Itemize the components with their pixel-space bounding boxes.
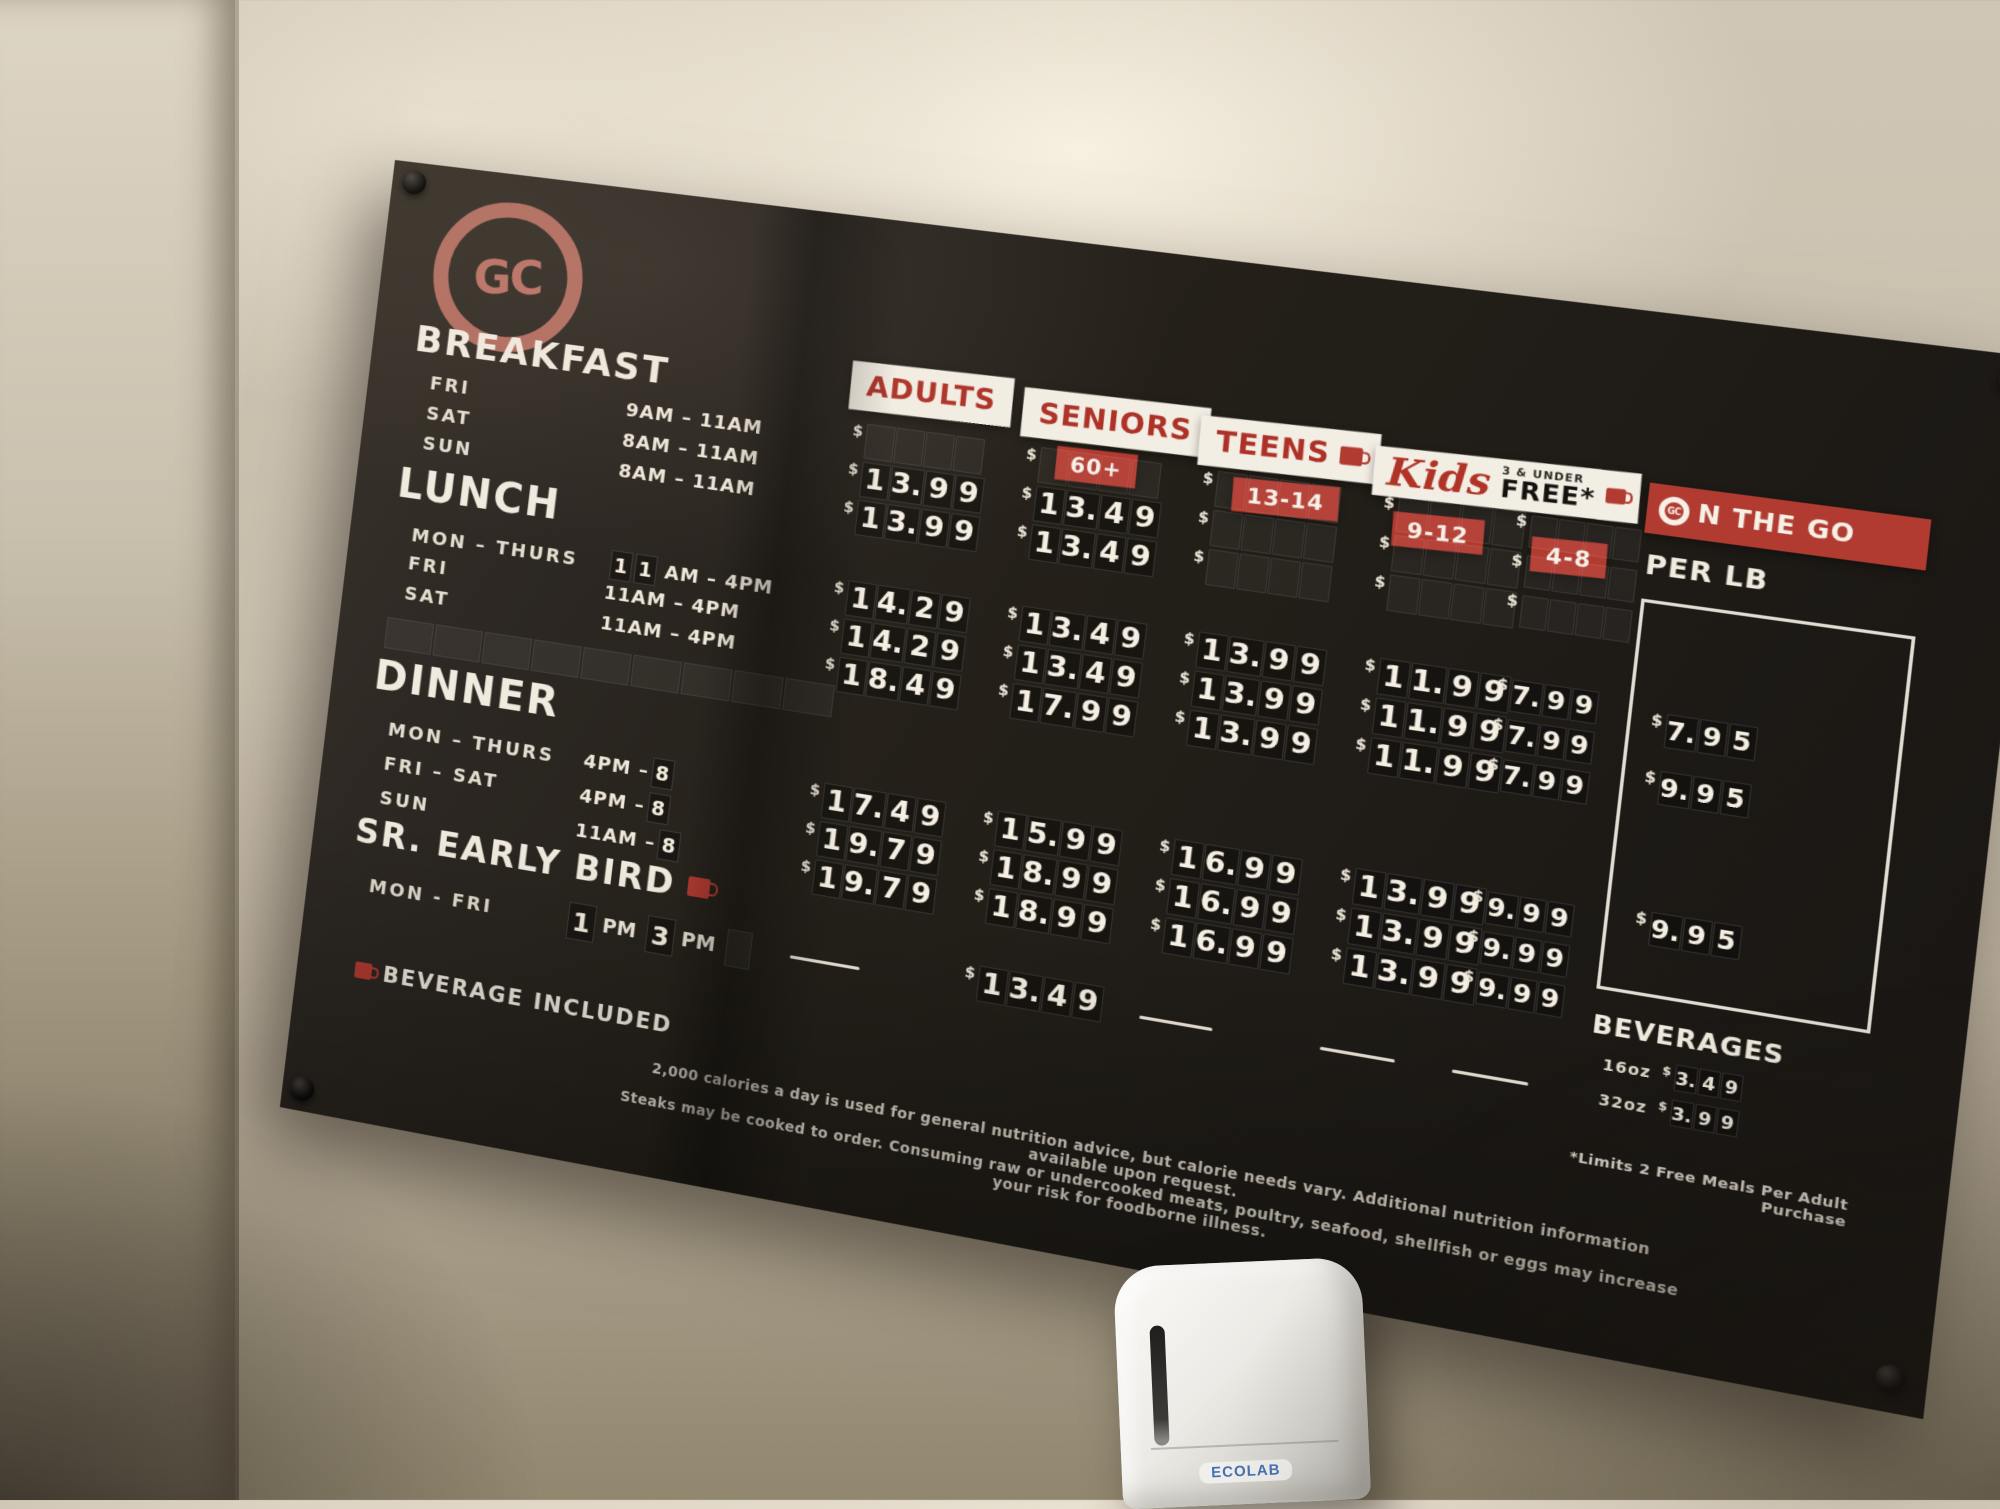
wall-corner [0,0,239,1500]
dinner-prices-adults: $1 7. 4 9 $1 9. 7 9 $1 9. 7 9 [798,778,948,916]
beverage-price: $3. 4 9 [1660,1062,1745,1103]
dispenser-brand-label: ECOLAB [1198,1458,1293,1484]
lunch-title: LUNCH [395,460,564,530]
lunch-prices-seniors: $1 3. 4 9 $1 3. 4 9 $1 7. 9 9 [995,601,1149,738]
dispenser-seam [1150,1439,1339,1451]
digit-tile: 1 [608,549,634,583]
beverage-size: 32oz [1597,1091,1649,1118]
screw-bottom-right [1874,1362,1907,1395]
mug-icon [1339,445,1364,467]
screw-top-left [400,169,428,196]
lunch-prices-adults: $1 4. 2 9 $1 4. 2 9 $1 8. 4 9 [822,576,972,711]
early-bird-price-kids912 [1318,1022,1398,1075]
early-bird-price-seniors: $1 3. 4 9 [961,961,1105,1024]
early-bird-price-adults [788,931,862,981]
digit-tile: 8 [646,792,672,826]
beverage-included-note: BEVERAGE INCLUDED [353,957,674,1038]
digit-tile: 1 [633,553,659,587]
kids-free-note: 3 & UNDER FREE* [1499,464,1597,514]
limit-note: *Limits 2 Free Meals Per Adult Purchase [1568,1148,1849,1232]
column-header-adults: ADULTS [848,360,1015,428]
lunch-prices-kids48: $7. 9 9 $7. 9 9 $7. 9 9 [1484,673,1600,809]
gc-logo-letters: GC [473,249,543,306]
blank-tile [723,928,753,971]
breakfast-prices-kids912: $ $ $ [1371,491,1527,630]
breakfast-prices-seniors: $ $1 3. 4 9 $1 3. 4 9 [1014,443,1168,579]
menu-board: GC BREAKFAST FRI 9AM – 11AM SAT 8AM – 11… [279,160,2000,1420]
beverage-price: $3. 9 9 [1656,1097,1741,1138]
digit-tile: 8 [650,757,676,791]
per-lb-label: PER LB [1643,548,1771,597]
screw-bottom-left [288,1074,316,1104]
ampm-label: PM [679,928,717,957]
dinner-prices-seniors: $1 5. 9 9 $1 8. 9 9 $1 8. 9 9 [971,806,1125,946]
breakfast-prices-kids48: $ $ $ [1503,509,1643,647]
day-label: MON - FRI [367,875,494,918]
dispenser-window [1149,1325,1170,1446]
on-the-go-title: N THE GO [1696,500,1857,550]
ampm-label: PM [600,914,638,943]
beverage-size: 16oz [1601,1056,1653,1083]
digit-tile: 3 [644,915,677,957]
per-lb-box [1596,598,1916,1034]
mug-icon [353,961,373,980]
breakfast-prices-teens: $ $ $ [1190,467,1343,604]
mug-icon [1605,487,1627,506]
time-prefix: 4PM – [578,785,647,818]
digit-tile: 1 [565,901,598,943]
gc-ring-icon: GC [1657,494,1692,528]
dinner-prices-teens: $1 6. 9 9 $1 6. 9 9 $1 6. 9 9 [1147,834,1304,976]
early-bird-price-teens [1138,991,1216,1043]
early-bird-time: 1 PM 3 PM [562,901,753,971]
time-prefix: 4PM – [582,750,651,783]
soap-dispenser: ECOLAB [1112,1256,1372,1509]
lunch-prices-teens: $1 3. 9 9 $1 3. 9 9 $1 3. 9 9 [1171,627,1328,766]
digit-tile: 8 [656,829,682,863]
dinner-prices-kids48: $9. 9 9 $9. 9 9 $9. 9 9 [1460,884,1576,1021]
early-bird-price-kids48 [1450,1044,1531,1097]
breakfast-prices-adults: $ $1 3. 9 9 $1 3. 9 9 [840,420,990,554]
mug-icon [686,876,711,899]
